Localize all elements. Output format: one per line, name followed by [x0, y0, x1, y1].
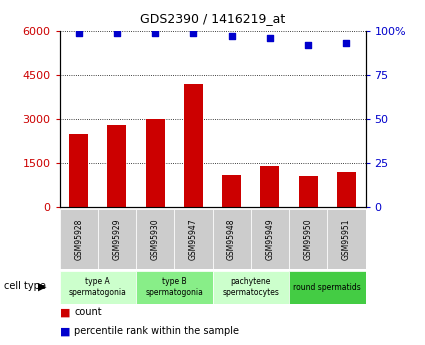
Text: type A
spermatogonia: type A spermatogonia [69, 277, 127, 297]
Text: round spermatids: round spermatids [293, 283, 361, 292]
Text: GDS2390 / 1416219_at: GDS2390 / 1416219_at [140, 12, 285, 25]
Bar [251, 209, 289, 269]
Text: percentile rank within the sample: percentile rank within the sample [74, 326, 239, 336]
Text: pachytene
spermatocytes: pachytene spermatocytes [222, 277, 279, 297]
Text: GSM95928: GSM95928 [74, 218, 83, 259]
Bar [327, 209, 366, 269]
Text: ■: ■ [60, 307, 70, 317]
Bar [98, 209, 136, 269]
Text: cell type: cell type [4, 282, 46, 291]
Bar [60, 209, 98, 269]
Text: ■: ■ [60, 326, 70, 336]
Text: GSM95951: GSM95951 [342, 218, 351, 260]
Text: count: count [74, 307, 102, 317]
Point [152, 30, 159, 36]
Text: GSM95947: GSM95947 [189, 218, 198, 260]
Bar [60, 271, 136, 304]
Point [113, 30, 120, 36]
Bar [212, 209, 251, 269]
Bar [298, 176, 317, 207]
Bar [337, 172, 356, 207]
Text: GSM95950: GSM95950 [303, 218, 313, 260]
Point [305, 42, 312, 48]
Point [228, 33, 235, 39]
Bar [174, 209, 212, 269]
Bar [289, 271, 366, 304]
Text: GSM95930: GSM95930 [150, 218, 160, 260]
Point [343, 41, 350, 46]
Bar [184, 84, 203, 207]
Text: GSM95948: GSM95948 [227, 218, 236, 260]
Point [190, 30, 197, 36]
Bar [69, 134, 88, 207]
Bar [222, 175, 241, 207]
Bar [145, 119, 164, 207]
Bar [107, 125, 127, 207]
Point [266, 35, 273, 41]
Bar [260, 166, 280, 207]
Bar [212, 271, 289, 304]
Bar [136, 271, 212, 304]
Text: GSM95929: GSM95929 [112, 218, 122, 260]
Bar [289, 209, 327, 269]
Text: ▶: ▶ [38, 282, 47, 291]
Text: type B
spermatogonia: type B spermatogonia [145, 277, 203, 297]
Bar [136, 209, 174, 269]
Point [75, 30, 82, 36]
Text: GSM95949: GSM95949 [265, 218, 275, 260]
